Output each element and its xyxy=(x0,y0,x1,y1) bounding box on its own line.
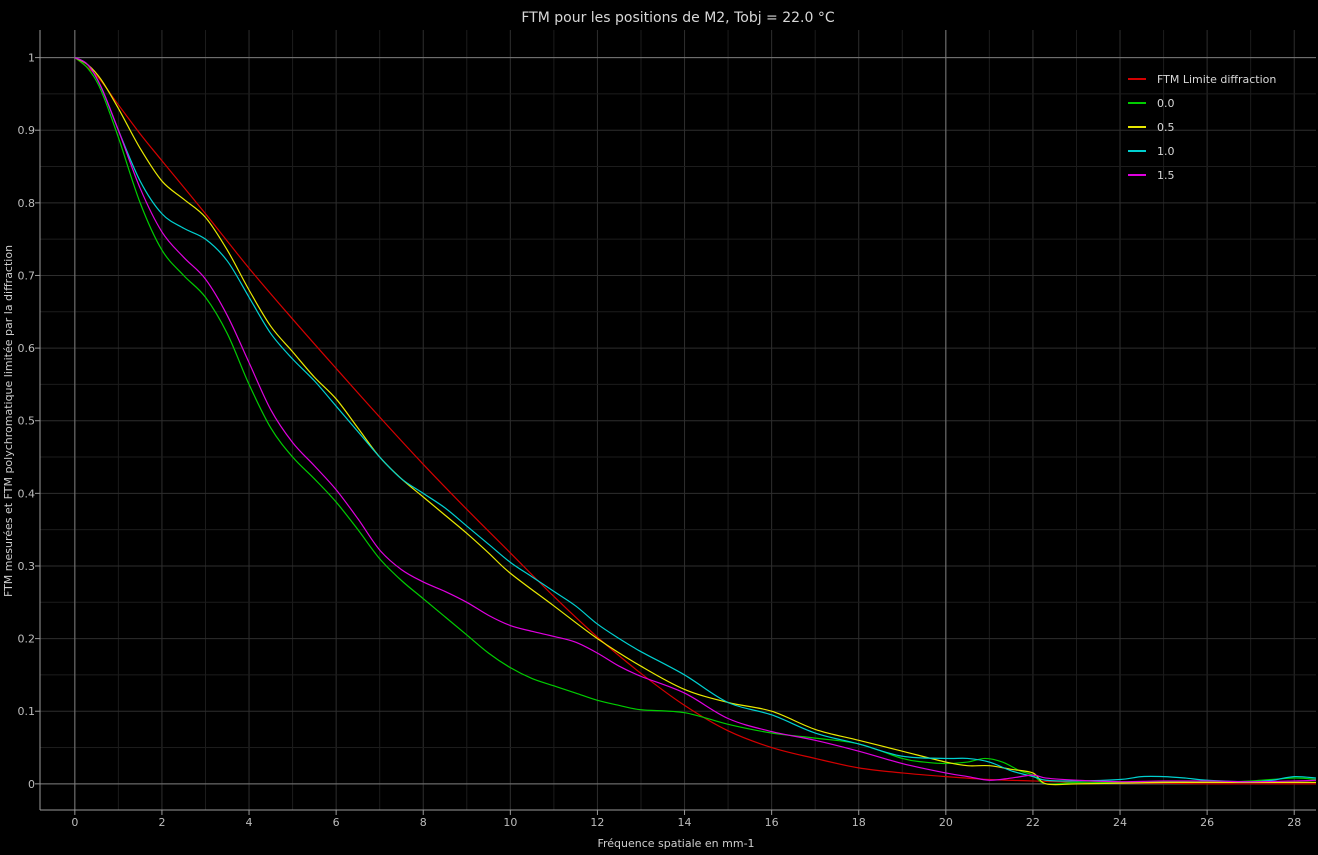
chart-title: FTM pour les positions de M2, Tobj = 22.… xyxy=(521,10,834,26)
x-tick-label: 2 xyxy=(158,816,165,829)
legend-label-1: 0.0 xyxy=(1157,97,1175,110)
series-line-2 xyxy=(74,57,1316,786)
y-tick-label: 0.2 xyxy=(18,633,36,646)
x-tick-labels: 0 2 4 6 8 10 12 14 16 18 20 22 24 26 28 xyxy=(71,816,1301,829)
x-tick-label: 20 xyxy=(939,816,953,829)
x-tick-label: 8 xyxy=(420,816,427,829)
x-tick-label: 6 xyxy=(333,816,340,829)
y-tick-label: 0.1 xyxy=(18,705,36,718)
x-tick-label: 22 xyxy=(1026,816,1040,829)
y-tick-label: 0.3 xyxy=(18,560,36,573)
y-tick-label: 0.6 xyxy=(18,342,36,355)
legend: FTM Limite diffraction 0.0 0.5 1.0 1.5 xyxy=(1128,73,1276,182)
x-tick-label: 14 xyxy=(678,816,692,829)
axes xyxy=(35,30,1316,815)
x-tick-label: 10 xyxy=(503,816,517,829)
x-tick-label: 0 xyxy=(71,816,78,829)
y-axis-label: FTM mesurées et FTM polychromatique limi… xyxy=(2,245,15,597)
series-line-3 xyxy=(74,57,1317,783)
legend-label-2: 0.5 xyxy=(1157,121,1175,134)
x-tick-label: 4 xyxy=(246,816,253,829)
x-tick-label: 26 xyxy=(1200,816,1214,829)
legend-label-4: 1.5 xyxy=(1157,169,1175,182)
legend-label-0: FTM Limite diffraction xyxy=(1157,73,1276,86)
y-tick-label: 0.9 xyxy=(18,124,36,137)
x-tick-label: 28 xyxy=(1287,816,1301,829)
y-tick-label: 0.5 xyxy=(18,415,36,428)
x-tick-label: 12 xyxy=(590,816,604,829)
y-tick-label: 1 xyxy=(28,52,35,65)
y-tick-label: 0.8 xyxy=(18,197,36,210)
x-axis-label: Fréquence spatiale en mm-1 xyxy=(597,837,754,850)
y-tick-label: 0 xyxy=(28,778,35,791)
x-tick-label: 24 xyxy=(1113,816,1127,829)
series-line-4 xyxy=(74,57,1317,783)
y-tick-label: 0.4 xyxy=(18,487,36,500)
series-lines xyxy=(74,57,1317,786)
x-tick-label: 18 xyxy=(852,816,866,829)
x-tick-label: 16 xyxy=(765,816,779,829)
y-tick-label: 0.7 xyxy=(18,269,36,282)
legend-label-3: 1.0 xyxy=(1157,145,1175,158)
y-tick-labels: 0 0.1 0.2 0.3 0.4 0.5 0.6 0.7 0.8 0.9 1 xyxy=(18,52,36,791)
